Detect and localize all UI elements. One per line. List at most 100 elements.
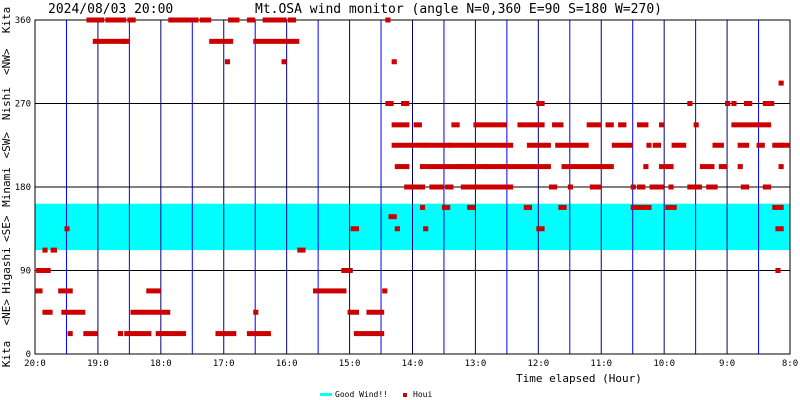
houi-mark xyxy=(353,331,378,337)
x-tick-label: 9:0 xyxy=(719,359,735,369)
houi-mark xyxy=(121,38,127,44)
x-tick-label: 10:0 xyxy=(653,359,675,369)
houi-mark xyxy=(665,204,677,210)
houi-mark xyxy=(253,309,259,315)
x-tick-label: 11:0 xyxy=(590,359,612,369)
houi-mark xyxy=(312,288,347,294)
houi-mark xyxy=(146,288,161,294)
houi-mark xyxy=(605,122,614,128)
houi-mark xyxy=(281,59,287,65)
houi-mark xyxy=(413,122,422,128)
houi-mark xyxy=(423,226,429,232)
houi-mark xyxy=(42,247,48,253)
houi-mark xyxy=(86,17,105,23)
houi-mark xyxy=(419,204,426,210)
houi-mark xyxy=(693,122,699,128)
houi-mark xyxy=(637,204,646,210)
houi-mark xyxy=(586,122,602,128)
houi-mark xyxy=(448,142,514,148)
houi-mark xyxy=(457,164,488,170)
houi-mark xyxy=(58,288,73,294)
houi-mark xyxy=(36,268,51,273)
houi-mark xyxy=(772,142,781,148)
houi-mark xyxy=(228,17,240,23)
houi-mark xyxy=(105,17,127,23)
houi-mark xyxy=(737,164,743,170)
houi-mark xyxy=(67,331,73,337)
houi-mark xyxy=(646,142,652,148)
houi-mark xyxy=(419,164,476,170)
houi-mark xyxy=(561,164,614,170)
houi-mark xyxy=(618,122,627,128)
houi-mark xyxy=(687,184,702,190)
houi-mark xyxy=(523,204,533,210)
houi-mark xyxy=(558,204,567,210)
houi-mark xyxy=(775,268,781,273)
houi-mark xyxy=(168,17,199,23)
x-tick-label: 19:0 xyxy=(87,359,109,369)
houi-mark xyxy=(775,226,784,232)
houi-mark xyxy=(687,101,693,106)
houi-mark xyxy=(92,38,130,44)
houi-mark xyxy=(366,309,385,315)
houi-mark xyxy=(61,309,86,315)
houi-mark xyxy=(42,309,53,315)
x-tick-label: 12:0 xyxy=(527,359,549,369)
direction-label: Nishi xyxy=(0,87,13,120)
x-axis-label: Time elapsed (Hour) xyxy=(516,372,642,385)
houi-mark xyxy=(772,204,784,210)
direction-label: Minami xyxy=(0,167,13,207)
houi-mark xyxy=(83,331,98,337)
houi-mark xyxy=(215,331,237,337)
x-tick-label: 17:0 xyxy=(213,359,235,369)
houi-mark xyxy=(385,101,394,106)
houi-mark xyxy=(394,226,400,232)
houi-mark xyxy=(246,331,271,337)
direction-label: Kita xyxy=(0,7,13,34)
houi-mark xyxy=(127,17,136,23)
houi-mark xyxy=(50,247,58,253)
houi-mark xyxy=(718,164,728,170)
houi-mark xyxy=(552,122,564,128)
houi-mark xyxy=(536,101,545,106)
x-tick-label: 16:0 xyxy=(276,359,298,369)
legend: Good Wind!! Houi xyxy=(320,390,432,399)
houi-mark xyxy=(394,164,410,170)
legend-houi-swatch xyxy=(403,393,407,397)
houi-mark xyxy=(652,142,662,148)
houi-mark xyxy=(671,142,687,148)
x-tick-label: 15:0 xyxy=(339,359,361,369)
houi-mark xyxy=(517,122,545,128)
houi-mark xyxy=(630,184,636,190)
houi-mark xyxy=(297,247,306,253)
houi-mark xyxy=(199,17,212,23)
direction-label: Higashi xyxy=(0,247,13,293)
x-tick-label: 13:0 xyxy=(465,359,487,369)
houi-mark xyxy=(155,331,186,337)
houi-mark xyxy=(64,226,70,232)
houi-mark xyxy=(441,204,451,210)
y-tick-label: 270 xyxy=(15,100,31,110)
houi-mark xyxy=(743,101,753,106)
houi-mark xyxy=(637,184,646,190)
houi-mark xyxy=(467,204,476,210)
houi-mark xyxy=(740,184,750,190)
houi-mark xyxy=(668,184,674,190)
houi-mark xyxy=(451,122,460,128)
houi-mark xyxy=(473,122,507,128)
x-tick-label: 8:0 xyxy=(782,359,798,369)
houi-mark xyxy=(762,184,772,190)
houi-mark xyxy=(445,184,454,190)
houi-mark xyxy=(287,17,297,23)
x-tick-label: 18:0 xyxy=(150,359,172,369)
houi-mark xyxy=(737,142,750,148)
houi-mark xyxy=(423,142,451,148)
houi-mark xyxy=(347,309,360,315)
houi-mark xyxy=(567,184,573,190)
houi-mark xyxy=(375,331,385,337)
houi-mark xyxy=(659,164,674,170)
y-tick-label: 360 xyxy=(15,16,31,26)
houi-mark xyxy=(246,17,256,23)
houi-mark xyxy=(649,184,665,190)
